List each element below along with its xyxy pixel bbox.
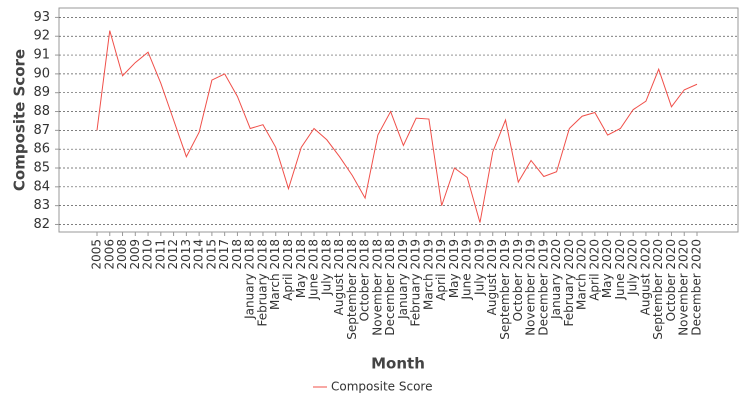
x-tick-label: 2013 (179, 239, 193, 270)
y-tick-label: 90 (33, 66, 50, 81)
x-tick-label: April 2020 (587, 239, 601, 301)
x-tick-label: 2011 (153, 239, 167, 270)
x-tick-label: December 2020 (690, 239, 704, 336)
data-line (96, 30, 698, 223)
x-tick-label: March 2018 (268, 239, 282, 310)
x-tick-label: 2006 (102, 239, 116, 270)
x-tick-label: April 2018 (281, 239, 295, 301)
x-tick-label: September 2018 (345, 239, 359, 340)
x-tick-label: December 2019 (536, 239, 550, 336)
x-tick-label: June 2019 (460, 239, 474, 301)
y-tick-label: 88 (33, 104, 50, 119)
x-tick-label: August 2019 (485, 239, 499, 315)
y-axis-title: Composite Score (11, 49, 29, 191)
x-tick-label: 2014 (192, 239, 206, 270)
x-tick-label: March 2019 (421, 239, 435, 310)
x-tick-label: August 2020 (638, 239, 652, 315)
x-tick-label: 2017 (217, 239, 231, 270)
x-tick-label: November 2018 (370, 239, 384, 336)
x-tick-label: June 2020 (613, 239, 627, 301)
y-tick-label: 82 (33, 217, 50, 232)
plot-area (58, 7, 739, 233)
x-tick-label: August 2018 (332, 239, 346, 315)
x-tick-label: July 2019 (472, 239, 486, 296)
x-tick-label: October 2019 (511, 239, 525, 321)
legend-label: Composite Score (331, 380, 432, 394)
y-tick-label: 84 (33, 179, 50, 194)
x-tick-label: February 2019 (409, 239, 423, 327)
x-tick-label: 2010 (141, 239, 155, 270)
x-tick-label: November 2020 (677, 239, 691, 336)
y-tick-label: 83 (33, 198, 50, 213)
x-tick-label: July 2020 (626, 239, 640, 296)
x-tick-label: October 2018 (358, 239, 372, 321)
x-tick-label: June 2018 (307, 239, 321, 301)
x-tick-label: May 2020 (600, 239, 614, 298)
y-tick-label: 91 (33, 48, 50, 63)
x-tick-label: February 2020 (562, 239, 576, 327)
x-tick-label: May 2019 (447, 239, 461, 298)
x-tick-label: March 2020 (575, 239, 589, 310)
x-tick-label: April 2019 (434, 239, 448, 301)
x-tick-label: 2012 (166, 239, 180, 270)
x-tick-label: September 2020 (651, 239, 665, 340)
x-tick-label: 2005 (90, 239, 104, 270)
x-tick-label: 2018 (230, 239, 244, 270)
x-tick-label: July 2018 (319, 239, 333, 296)
x-tick-label: May 2018 (294, 239, 308, 298)
x-tick-label: November 2019 (524, 239, 538, 336)
x-tick-label: October 2020 (664, 239, 678, 321)
y-tick-label: 87 (33, 123, 50, 138)
y-tick-label: 85 (33, 161, 50, 176)
x-tick-label: 2015 (204, 239, 218, 270)
x-tick-label: 2008 (115, 239, 129, 270)
x-tick-label: 2009 (128, 239, 142, 270)
x-tick-label: January 2018 (243, 239, 257, 320)
x-tick-label: January 2020 (549, 239, 563, 320)
y-tick-label: 89 (33, 85, 50, 100)
x-tick-label: January 2019 (396, 239, 410, 320)
x-tick-label: February 2018 (255, 239, 269, 327)
x-tick-label: December 2018 (383, 239, 397, 336)
x-tick-label: September 2019 (498, 239, 512, 340)
y-tick-label: 93 (33, 10, 50, 25)
y-tick-label: 86 (33, 142, 50, 157)
y-tick-label: 92 (33, 29, 50, 44)
x-axis-title: Month (371, 355, 425, 373)
